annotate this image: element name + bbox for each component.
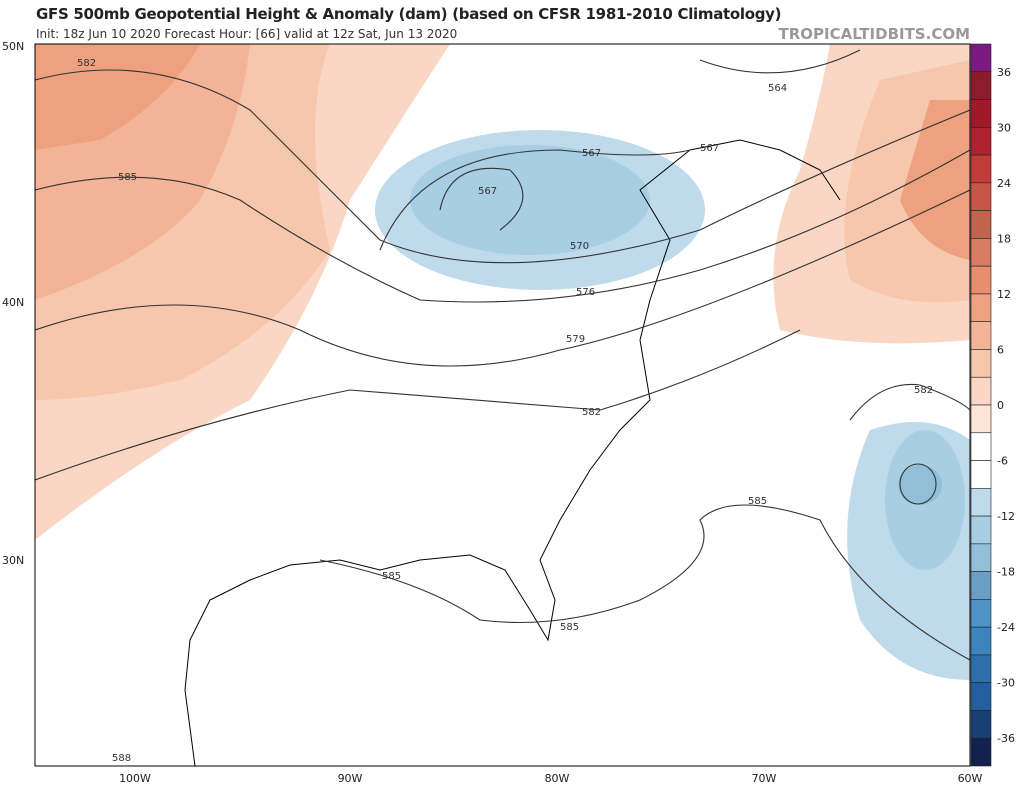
colorbar-label: -36 bbox=[997, 732, 1015, 745]
colorbar-label: -30 bbox=[997, 677, 1015, 690]
warm-anomaly-west bbox=[35, 44, 450, 540]
contour-label: 579 bbox=[566, 334, 585, 345]
lat-labels: 50N 40N 30N bbox=[2, 40, 24, 567]
colorbar-bin bbox=[970, 543, 992, 572]
colorbar-bin bbox=[970, 460, 992, 489]
contour-label: 585 bbox=[382, 571, 401, 582]
contour-label: 567 bbox=[700, 143, 719, 154]
map-title: GFS 500mb Geopotential Height & Anomaly … bbox=[36, 5, 782, 23]
colorbar-bin bbox=[970, 515, 992, 545]
colorbar-bin bbox=[970, 154, 992, 184]
contour-label: 585 bbox=[748, 496, 767, 507]
colorbar-label: 24 bbox=[997, 177, 1011, 190]
colorbar-bin bbox=[970, 488, 992, 517]
cold-anomaly-great-lakes bbox=[375, 130, 705, 290]
colorbar-bin bbox=[970, 737, 992, 767]
contour-labels: 582 585 564 567 567 567 570 576 579 582 … bbox=[77, 58, 933, 764]
colorbar-bin bbox=[970, 43, 992, 73]
colorbar-bin bbox=[970, 321, 992, 350]
colorbar-label: -6 bbox=[997, 455, 1008, 468]
colorbar-bin bbox=[970, 265, 992, 295]
contour-label: 585 bbox=[118, 172, 137, 183]
colorbar-label: 0 bbox=[997, 399, 1004, 412]
colorbar-bin bbox=[970, 710, 992, 739]
lon-labels: 100W 90W 80W 70W 60W bbox=[119, 772, 982, 785]
colorbar-label: -12 bbox=[997, 510, 1015, 523]
contour-label: 588 bbox=[112, 753, 131, 764]
colorbar-bin bbox=[970, 571, 992, 600]
map-subtitle: Init: 18z Jun 10 2020 Forecast Hour: [66… bbox=[36, 27, 458, 41]
warm-anomaly-atlantic bbox=[773, 44, 970, 344]
colorbar-label: 18 bbox=[997, 232, 1011, 245]
colorbar-label: 12 bbox=[997, 288, 1011, 301]
height-contours bbox=[35, 49, 970, 661]
lon-label: 60W bbox=[958, 772, 983, 785]
contour-label: 576 bbox=[576, 287, 595, 298]
colorbar-bin bbox=[970, 238, 992, 267]
contour-label: 582 bbox=[582, 407, 601, 418]
colorbar-label: -18 bbox=[997, 566, 1015, 579]
colorbar: 36 30 24 18 12 6 0 -6 -12 -18 -24 -30 -36 bbox=[970, 43, 1015, 767]
map-frame bbox=[34, 43, 971, 767]
colorbar-bin bbox=[970, 71, 992, 100]
lon-label: 80W bbox=[545, 772, 570, 785]
colorbar-bin bbox=[970, 626, 992, 656]
lat-label: 40N bbox=[2, 296, 24, 309]
colorbar-bin bbox=[970, 182, 992, 211]
contour-label: 567 bbox=[478, 186, 497, 197]
colorbar-bin bbox=[970, 293, 992, 322]
contour-label: 582 bbox=[77, 58, 96, 69]
colorbar-label: 6 bbox=[997, 343, 1004, 356]
colorbar-label: -24 bbox=[997, 621, 1015, 634]
lat-label: 30N bbox=[2, 554, 24, 567]
cold-anomaly-atlantic bbox=[847, 422, 970, 680]
coastline bbox=[184, 139, 841, 766]
colorbar-bin bbox=[970, 349, 992, 378]
contour-label: 570 bbox=[570, 241, 589, 252]
colorbar-label: 30 bbox=[997, 121, 1011, 134]
colorbar-bin bbox=[970, 682, 992, 711]
contour-label: 564 bbox=[768, 83, 787, 94]
colorbar-bin bbox=[970, 127, 992, 156]
colorbar-bin bbox=[970, 654, 992, 683]
lon-label: 90W bbox=[338, 772, 363, 785]
contour-label: 582 bbox=[914, 385, 933, 396]
colorbar-bin bbox=[970, 210, 992, 239]
colorbar-bin bbox=[970, 599, 992, 628]
lon-label: 70W bbox=[752, 772, 777, 785]
colorbar-bin bbox=[970, 432, 992, 461]
lon-label: 100W bbox=[119, 772, 151, 785]
contour-label: 567 bbox=[582, 148, 601, 159]
lat-label: 50N bbox=[2, 40, 24, 53]
colorbar-bin bbox=[970, 99, 992, 128]
colorbar-bin bbox=[970, 376, 992, 406]
colorbar-label: 36 bbox=[997, 66, 1011, 79]
contour-label: 585 bbox=[560, 622, 579, 633]
colorbar-bin bbox=[970, 404, 992, 434]
brand-watermark: TROPICALTIDBITS.COM bbox=[778, 25, 971, 43]
